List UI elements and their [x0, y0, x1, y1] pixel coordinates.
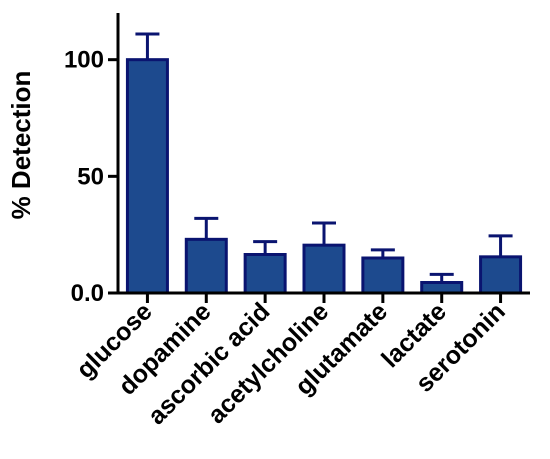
- bar-ascorbic-acid: [243, 253, 287, 295]
- bar-lactate: [420, 281, 464, 295]
- y-tick-label: 0.0: [71, 280, 104, 307]
- y-axis-title: % Detection: [6, 71, 36, 220]
- bar-glucose: [125, 58, 169, 295]
- bars-layer: [125, 32, 523, 295]
- bar-acetylcholine: [302, 243, 346, 295]
- bar-dopamine: [184, 237, 228, 295]
- y-ticks: 0.0 50 100: [64, 47, 118, 307]
- y-tick-label: 100: [64, 47, 104, 74]
- y-tick-label: 50: [77, 163, 104, 190]
- bar-serotonin: [479, 255, 523, 295]
- bar-glutamate: [361, 256, 405, 295]
